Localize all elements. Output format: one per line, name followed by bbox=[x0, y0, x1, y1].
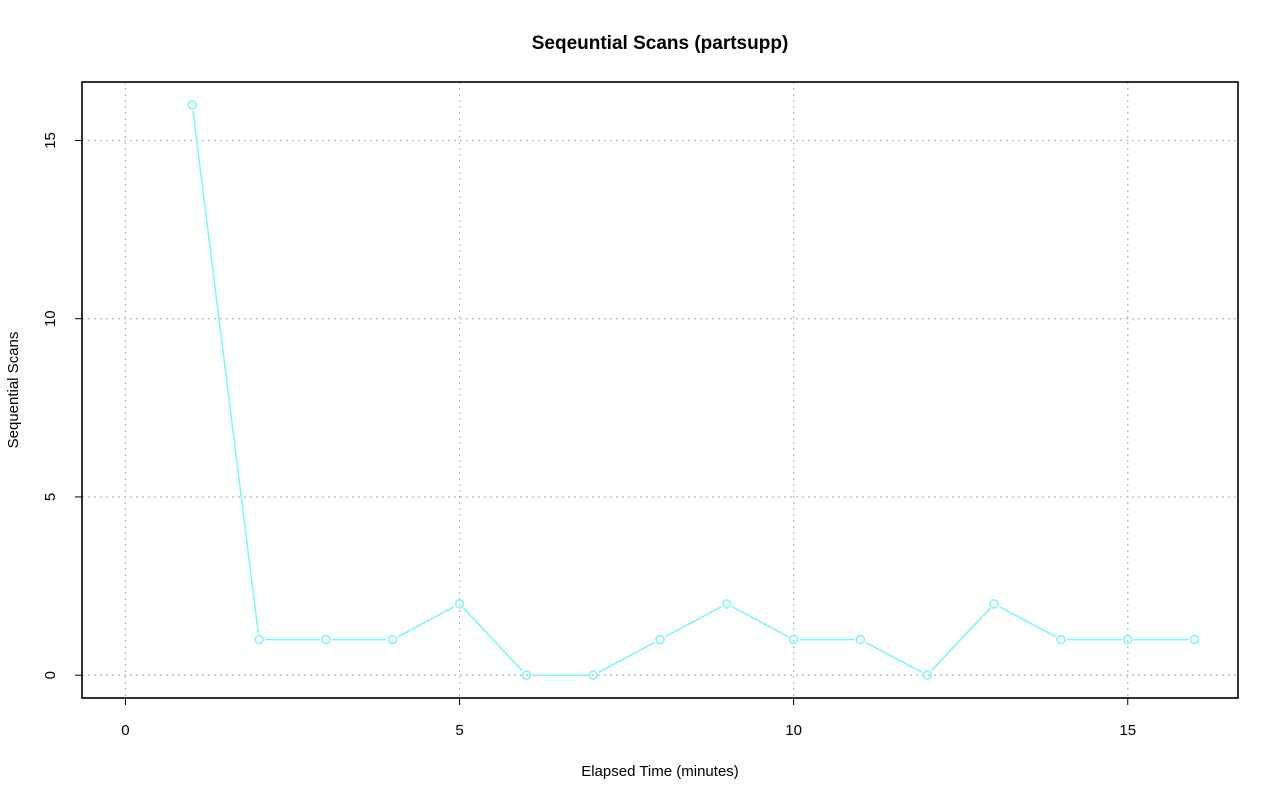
grid bbox=[82, 82, 1238, 698]
x-tick-label-5: 5 bbox=[455, 722, 463, 739]
series-segment-11 bbox=[865, 641, 923, 674]
data-point-13 bbox=[989, 599, 999, 609]
x-tick-label-10: 10 bbox=[785, 722, 802, 739]
chart-title: Seqeuntial Scans (partsupp) bbox=[532, 33, 789, 54]
data-point-10 bbox=[788, 634, 799, 645]
y-tick-label-10: 10 bbox=[42, 310, 59, 327]
data-point-6 bbox=[521, 670, 532, 680]
y-axis-title: Sequential Scans bbox=[5, 332, 22, 449]
x-tick-label-0: 0 bbox=[121, 722, 129, 739]
data-point-11 bbox=[855, 634, 866, 645]
y-axis: 0 5 10 15 bbox=[42, 132, 82, 679]
x-axis: 0 5 10 15 bbox=[121, 698, 1136, 739]
series-segment-1 bbox=[192, 110, 260, 634]
y-tick-label-0: 0 bbox=[42, 671, 59, 679]
y-tick-label-5: 5 bbox=[42, 493, 59, 501]
series-segment-5 bbox=[463, 607, 523, 672]
data-point-9 bbox=[722, 599, 732, 609]
data-point-14 bbox=[1056, 634, 1066, 645]
x-tick-label-15: 15 bbox=[1119, 722, 1136, 739]
data-point-4 bbox=[387, 634, 398, 645]
data-point-16 bbox=[1189, 634, 1200, 645]
series-segment-4 bbox=[397, 606, 455, 638]
data-point-8 bbox=[655, 634, 665, 645]
data-point-5 bbox=[454, 599, 465, 609]
data-point-7 bbox=[588, 670, 598, 680]
x-axis-title: Elapsed Time (minutes) bbox=[581, 763, 739, 780]
series-segment-8 bbox=[664, 606, 722, 638]
plot-frame bbox=[81, 81, 1239, 699]
series-segment-13 bbox=[999, 606, 1057, 638]
data-point-12 bbox=[922, 670, 933, 680]
series-segment-7 bbox=[598, 641, 656, 674]
data-point-3 bbox=[321, 634, 331, 645]
series-layer bbox=[187, 100, 1200, 680]
series-segment-12 bbox=[930, 607, 991, 672]
data-point-1 bbox=[187, 100, 198, 110]
series-segment-9 bbox=[731, 606, 789, 638]
data-point-2 bbox=[254, 634, 264, 645]
data-point-15 bbox=[1122, 634, 1133, 645]
y-tick-label-15: 15 bbox=[42, 132, 59, 149]
